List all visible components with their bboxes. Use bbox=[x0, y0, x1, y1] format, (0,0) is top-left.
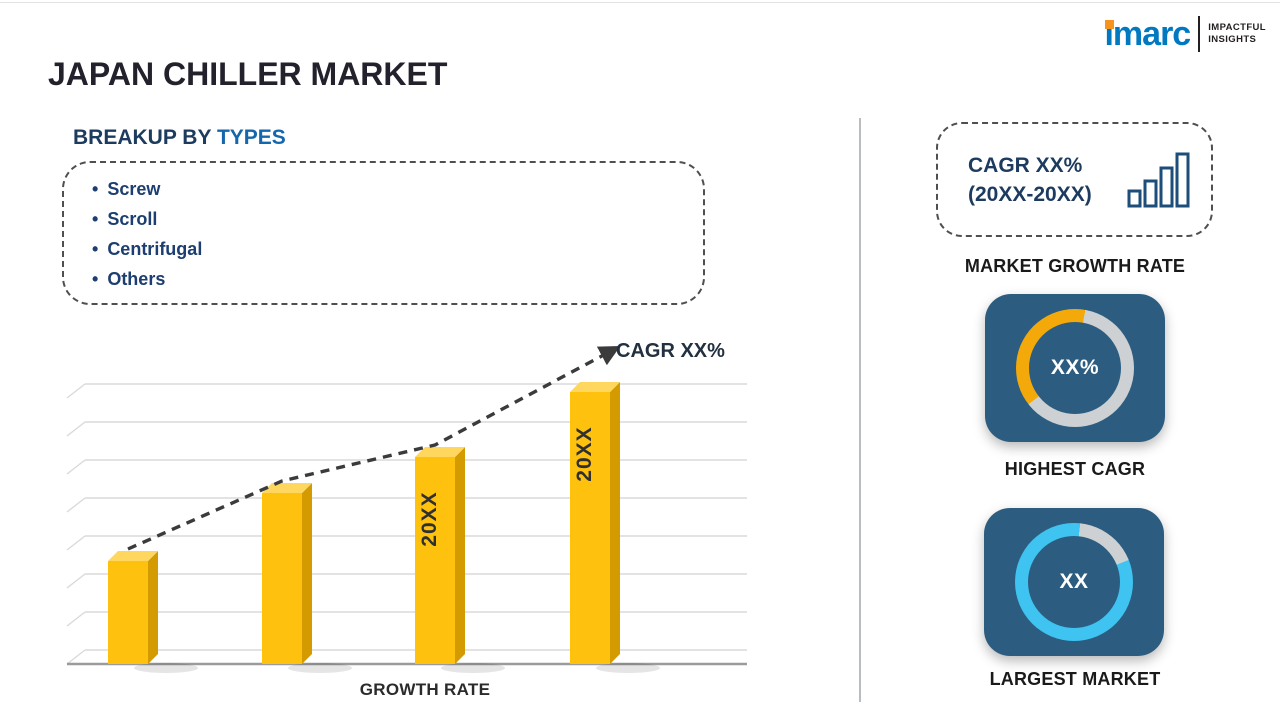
largest-market-value: XX bbox=[1059, 570, 1089, 593]
bar bbox=[108, 561, 148, 664]
top-border bbox=[0, 2, 1280, 3]
bar-side-face bbox=[302, 483, 312, 664]
list-item: Centrifugal bbox=[92, 234, 703, 264]
bar-shadow bbox=[134, 663, 198, 673]
logo-brand-text: imarc bbox=[1104, 15, 1191, 53]
logo-tagline-line2: INSIGHTS bbox=[1208, 34, 1257, 45]
cagr-value-line: CAGR XX% bbox=[968, 153, 1083, 177]
bar-label: 20XX bbox=[573, 426, 596, 481]
logo-tagline: IMPACTFUL INSIGHTS bbox=[1208, 22, 1266, 47]
imarc-logo: imarc IMPACTFUL INSIGHTS bbox=[1104, 16, 1266, 52]
largest-market-caption: LARGEST MARKET bbox=[989, 669, 1161, 689]
breakup-heading-prefix: BREAKUP BY bbox=[73, 126, 212, 149]
trend-label: CAGR XX% bbox=[616, 340, 725, 362]
logo-tagline-line1: IMPACTFUL bbox=[1208, 21, 1266, 33]
highest-cagr-donut-hole: XX% bbox=[1029, 322, 1121, 414]
market-growth-card: CAGR XX% (20XX-20XX) bbox=[936, 122, 1213, 237]
highest-cagr-donut: XX% bbox=[1016, 309, 1134, 427]
bar-top-face bbox=[570, 382, 620, 392]
bar bbox=[570, 392, 610, 664]
bar bbox=[415, 457, 455, 664]
largest-market-donut: XX bbox=[1015, 523, 1133, 641]
bar-top-face bbox=[262, 483, 312, 493]
market-growth-caption: MARKET GROWTH RATE bbox=[964, 256, 1186, 276]
gridline-edge bbox=[66, 649, 86, 665]
bar-top-face bbox=[108, 551, 158, 561]
bar-side-face bbox=[610, 382, 620, 664]
bar-shadow bbox=[441, 663, 505, 673]
gridline-edge bbox=[66, 497, 86, 513]
highest-cagr-caption: HIGHEST CAGR bbox=[1004, 459, 1146, 479]
section-divider bbox=[859, 118, 861, 702]
growth-bar-chart: 20XX 20XX bbox=[66, 346, 747, 673]
cagr-trend-line bbox=[127, 346, 621, 551]
highest-cagr-value: XX% bbox=[1050, 356, 1100, 379]
gridline-edge bbox=[66, 573, 86, 589]
logo-brand: imarc bbox=[1104, 15, 1191, 53]
largest-market-donut-hole: XX bbox=[1028, 536, 1120, 628]
types-box: Screw Scroll Centrifugal Others bbox=[62, 161, 705, 305]
list-item: Others bbox=[92, 264, 703, 294]
breakup-heading: BREAKUP BY TYPES bbox=[73, 126, 286, 150]
gridline-edge bbox=[66, 535, 86, 551]
bar bbox=[262, 493, 302, 664]
list-item: Screw bbox=[92, 174, 703, 204]
bar-side-face bbox=[455, 447, 465, 664]
breakup-heading-accent: TYPES bbox=[216, 126, 286, 149]
types-list: Screw Scroll Centrifugal Others bbox=[92, 174, 703, 294]
bar-graph-icon bbox=[1127, 152, 1190, 207]
bar-side-face bbox=[148, 551, 158, 664]
page-title: JAPAN CHILLER MARKET bbox=[48, 56, 448, 92]
logo-orange-dot-icon bbox=[1105, 20, 1115, 29]
market-growth-card-text: CAGR XX% (20XX-20XX) bbox=[968, 151, 1092, 209]
largest-market-card: XX bbox=[984, 508, 1164, 656]
cagr-period-line: (20XX-20XX) bbox=[968, 182, 1092, 206]
gridline-edge bbox=[66, 383, 86, 399]
bar-top-face bbox=[415, 447, 465, 457]
bar-shadow bbox=[288, 663, 352, 673]
list-item: Scroll bbox=[92, 204, 703, 234]
gridline-edge bbox=[66, 459, 86, 475]
bar-label: 20XX bbox=[418, 491, 441, 546]
logo-divider bbox=[1198, 16, 1201, 52]
highest-cagr-card: XX% bbox=[985, 294, 1165, 442]
bar-shadow bbox=[596, 663, 660, 673]
gridline-edge bbox=[66, 611, 86, 627]
x-axis-label: GROWTH RATE bbox=[359, 680, 491, 699]
gridline-edge bbox=[66, 421, 86, 437]
